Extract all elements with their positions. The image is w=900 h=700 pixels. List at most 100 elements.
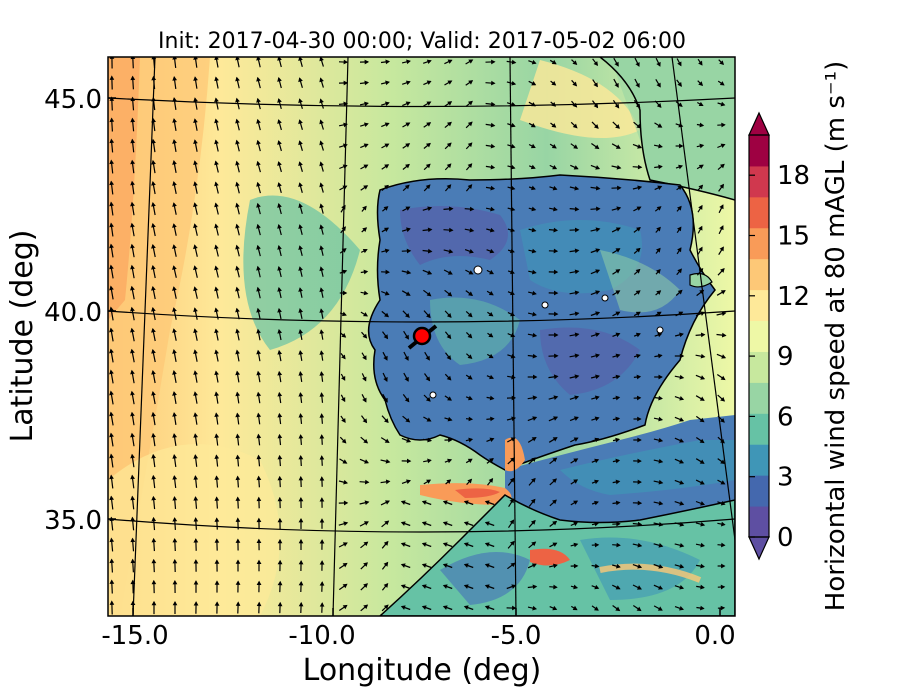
wind-arrow-head — [469, 249, 474, 254]
wind-arrow-head — [172, 244, 177, 249]
wind-arrow-head — [172, 349, 177, 354]
wind-arrow-head — [658, 500, 664, 506]
wind-arrow-head — [193, 391, 198, 396]
wind-arrow-head — [426, 479, 432, 484]
wind-arrow-head — [553, 269, 559, 275]
wind-arrow-head — [319, 434, 325, 439]
wind-arrow-head — [193, 265, 198, 271]
wind-arrow-head — [400, 584, 406, 589]
wind-arrow-head — [193, 76, 198, 81]
colorbar-band — [749, 165, 769, 198]
wind-vector-field — [109, 57, 727, 615]
wind-arrow-head — [256, 601, 262, 607]
wind-arrow-head — [532, 584, 538, 590]
wind-arrow-head — [109, 411, 114, 417]
wind-arrow-head — [679, 438, 685, 443]
wind-arrow-head — [319, 224, 324, 230]
wind-arrow-head — [109, 264, 114, 270]
wind-arrow-head — [172, 475, 178, 480]
wind-arrow-head — [636, 374, 642, 380]
wind-arrow-head — [384, 143, 390, 148]
wind-arrow-head — [193, 517, 199, 522]
wind-arrow-head — [256, 307, 261, 313]
wind-arrow-head — [406, 269, 412, 275]
wind-arrow-head — [531, 477, 536, 483]
wind-arrow-head — [277, 76, 282, 82]
wind-arrow-head — [421, 500, 427, 505]
wind-arrow-head — [594, 584, 600, 590]
wind-arrow-head — [405, 80, 411, 86]
wind-arrow-head — [319, 140, 324, 146]
wind-arrow-head — [425, 184, 431, 190]
wind-arrow-head — [277, 412, 283, 418]
wind-arrow-head — [595, 165, 601, 170]
wind-arrow-head — [109, 285, 114, 291]
wind-arrow-head — [109, 369, 114, 375]
wind-arrow-head — [700, 563, 705, 569]
wind-arrow-head — [341, 418, 346, 423]
wind-arrow-head — [383, 540, 389, 546]
wind-arrow-head — [214, 517, 220, 522]
wind-arrow-head — [720, 290, 726, 295]
wind-arrow-head — [594, 437, 600, 443]
wind-arrow-head — [700, 521, 706, 527]
wind-arrow-head — [700, 542, 705, 548]
wind-arrow-head — [698, 81, 704, 87]
wind-arrow-head — [658, 564, 664, 569]
wind-arrow-head — [277, 517, 283, 523]
wind-arrow-head — [532, 395, 538, 401]
wind-arrow-head — [256, 433, 262, 439]
wind-arrow-head — [298, 266, 303, 271]
wind-arrow-head — [342, 269, 348, 275]
wind-arrow-head — [193, 244, 198, 250]
wind-arrow-head — [679, 143, 684, 149]
wind-arrow-head — [468, 80, 474, 85]
wind-arrow-head — [256, 97, 261, 103]
wind-arrow-head — [446, 184, 452, 190]
wind-arrow-head — [214, 433, 220, 439]
wind-arrow-head — [511, 59, 517, 65]
wind-arrow-head — [442, 542, 448, 547]
wind-arrow-head — [362, 205, 367, 211]
wind-arrow-head — [531, 248, 537, 254]
wind-arrow-head — [720, 605, 726, 611]
wind-arrow-head — [235, 139, 240, 145]
wind-arrow-head — [467, 184, 473, 190]
wind-arrow-head — [614, 82, 619, 88]
wind-arrow-head — [109, 117, 115, 123]
wind-arrow-head — [574, 248, 580, 254]
wind-arrow-head — [256, 475, 262, 481]
wind-arrow-head — [383, 355, 388, 361]
wind-arrow-head — [214, 265, 219, 271]
wind-arrow-head — [553, 395, 559, 400]
wind-arrow-head — [343, 500, 349, 506]
wind-arrow-head — [298, 580, 304, 586]
wind-arrow-head — [637, 521, 643, 527]
wind-arrow-head — [489, 248, 495, 254]
wind-arrow-head — [677, 82, 682, 87]
wind-arrow-head — [425, 396, 431, 402]
wind-arrow-head — [235, 391, 240, 397]
x-tick-label: -5.0 — [491, 621, 542, 651]
wind-arrow-head — [151, 495, 157, 501]
wind-arrow-head — [319, 581, 325, 586]
wind-arrow-head — [616, 542, 621, 548]
wind-arrow-head — [595, 311, 601, 316]
wind-arrow-head — [109, 537, 115, 543]
wind-arrow-head — [656, 247, 661, 253]
wind-arrow-head — [553, 416, 559, 421]
wind-arrow-head — [469, 227, 475, 233]
wind-arrow-head — [719, 204, 724, 210]
wind-arrow-head — [385, 479, 391, 485]
wind-arrow-head — [531, 457, 537, 462]
wind-arrow-head — [490, 164, 496, 170]
wind-arrow-head — [130, 222, 135, 228]
colorbar-tick-label: 9 — [777, 342, 794, 372]
wind-arrow-head — [678, 164, 683, 170]
chart-title: Init: 2017-04-30 00:00; Valid: 2017-05-0… — [158, 29, 686, 54]
wind-arrow-head — [341, 311, 347, 317]
wind-arrow-head — [448, 206, 454, 212]
wind-arrow-head — [405, 206, 411, 211]
wind-arrow-head — [384, 500, 390, 505]
wind-arrow-head — [256, 412, 262, 418]
